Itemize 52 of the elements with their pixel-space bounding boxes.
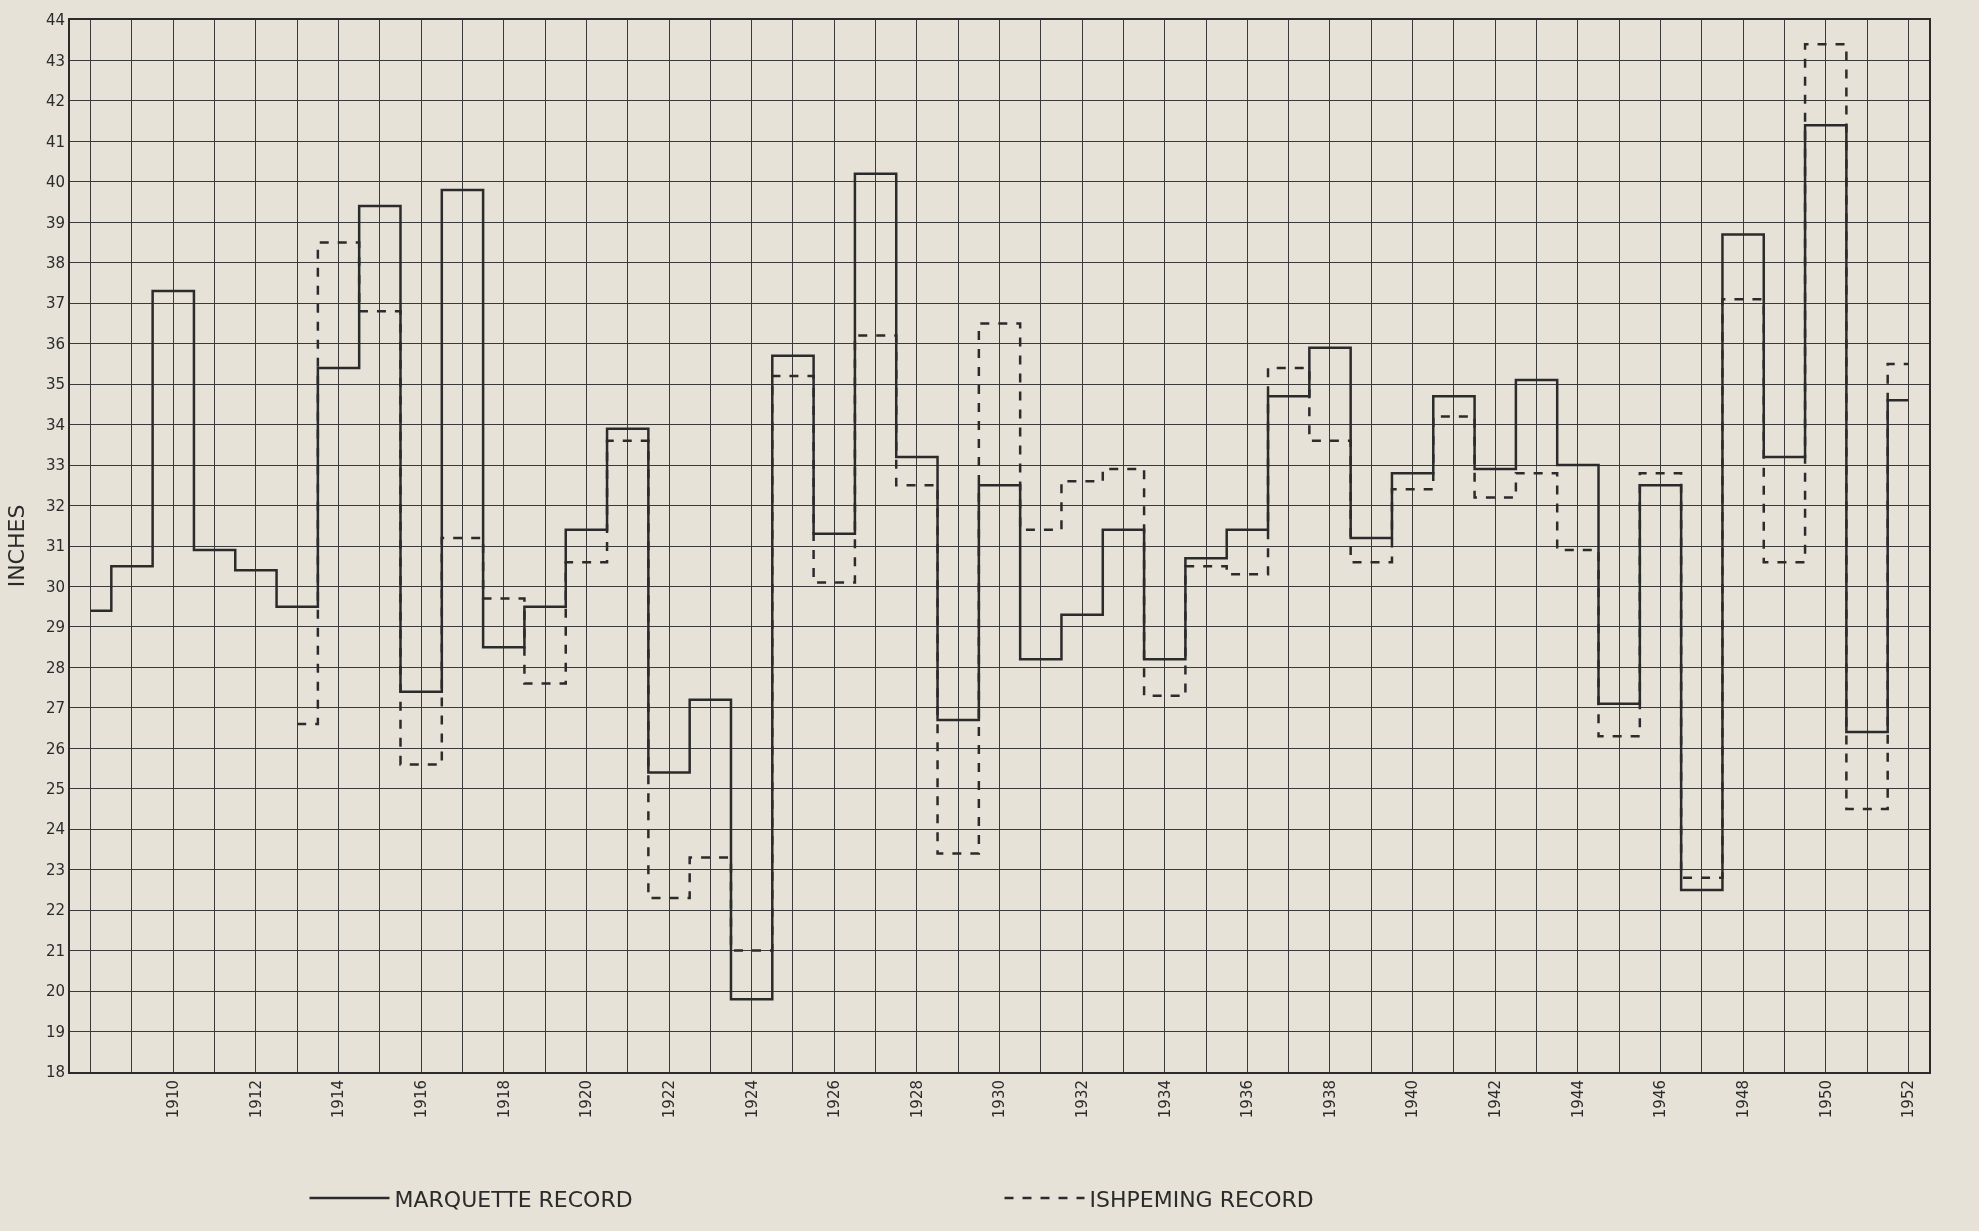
y-tick-label: 24 [45,820,65,839]
y-tick-label: 39 [45,213,65,232]
x-tick-label: 1942 [1486,1080,1505,1119]
x-tick-label: 1912 [246,1080,265,1119]
y-tick-label: 32 [45,496,65,515]
x-tick-label: 1924 [742,1080,761,1119]
x-tick-label: 1922 [659,1080,678,1119]
legend-label: ISHPEMING RECORD [1089,1186,1314,1212]
y-tick-label: 25 [45,780,65,799]
x-tick-label: 1936 [1238,1080,1257,1119]
y-tick-label: 42 [45,92,65,111]
x-tick-label: 1920 [577,1080,596,1119]
y-tick-label: 37 [45,294,65,313]
y-tick-label: 31 [45,537,65,556]
x-tick-label: 1928 [907,1080,926,1119]
x-tick-label: 1932 [1072,1080,1091,1119]
y-axis-title: INCHES [4,504,30,588]
x-tick-label: 1926 [825,1080,844,1119]
y-tick-label: 33 [45,456,65,475]
y-tick-label: 38 [45,254,65,273]
x-tick-label: 1934 [1155,1080,1174,1119]
y-tick-label: 27 [45,699,65,718]
y-tick-label: 43 [45,51,65,70]
legend-label: MARQUETTE RECORD [394,1186,633,1212]
y-tick-label: 22 [45,901,65,920]
y-tick-label: 28 [45,658,65,677]
x-tick-label: 1940 [1403,1080,1422,1119]
x-tick-label: 1948 [1733,1080,1752,1119]
y-tick-label: 40 [45,173,65,192]
y-tick-label: 35 [45,375,65,394]
y-tick-label: 18 [45,1063,65,1082]
x-tick-label: 1918 [494,1080,513,1119]
y-tick-label: 29 [45,618,65,637]
x-tick-label: 1944 [1568,1080,1587,1119]
y-tick-label: 19 [45,1022,65,1041]
y-tick-label: 36 [45,334,65,353]
y-tick-label: 21 [45,941,65,960]
x-tick-label: 1910 [164,1080,183,1119]
y-tick-label: 34 [45,415,65,434]
x-tick-label: 1938 [1320,1080,1339,1119]
y-tick-label: 26 [45,739,65,758]
x-tick-label: 1916 [412,1080,431,1119]
y-tick-label: 44 [45,11,65,30]
y-tick-label: 30 [45,577,65,596]
x-tick-label: 1946 [1651,1080,1670,1119]
x-tick-label: 1914 [329,1080,348,1119]
y-tick-label: 20 [45,982,65,1001]
x-tick-label: 1930 [990,1080,1009,1119]
x-tick-label: 1952 [1899,1080,1918,1119]
y-tick-label: 23 [45,860,65,879]
y-tick-label: 41 [45,132,65,151]
x-tick-label: 1950 [1816,1080,1835,1119]
